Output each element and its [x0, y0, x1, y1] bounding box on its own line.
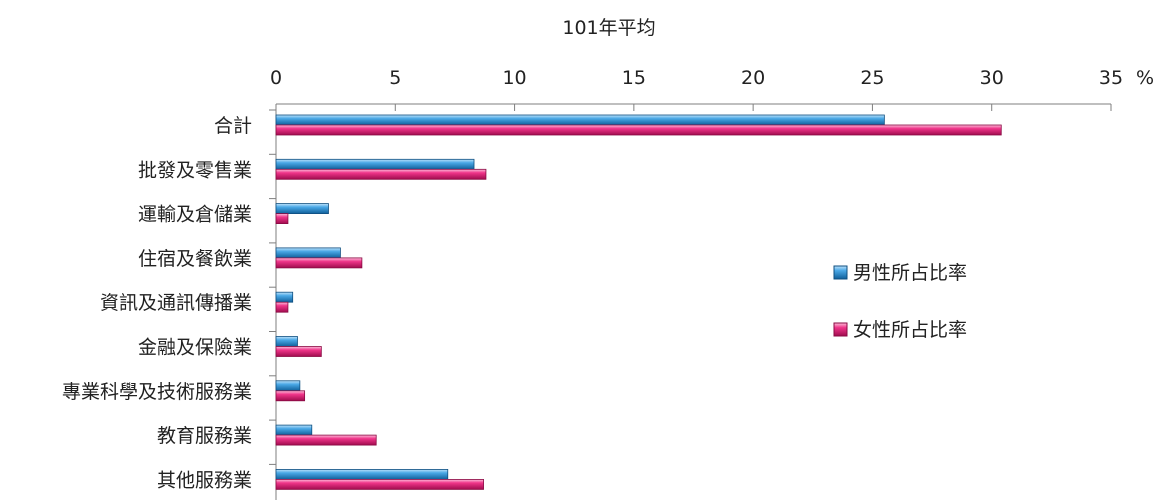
- x-tick-label: 20: [741, 67, 765, 89]
- legend-label-male: 男性所占比率: [853, 262, 967, 284]
- bar-male: [275, 380, 301, 392]
- bar-female: [275, 168, 487, 180]
- legend: 男性所占比率 女性所占比率: [833, 262, 967, 341]
- x-tick-label: 25: [860, 67, 884, 89]
- legend-label-female: 女性所占比率: [853, 319, 967, 341]
- category-label: 其他服務業: [157, 469, 252, 491]
- bar-male: [275, 336, 298, 347]
- bar-female: [275, 257, 363, 269]
- x-tick-label: 5: [389, 67, 401, 89]
- x-tick-labels: 0 5 10 15 20 25 30 35: [270, 67, 1123, 89]
- bar-male: [275, 158, 475, 170]
- chart-title: 101年平均: [562, 17, 655, 39]
- legend-item-male: 男性所占比率: [833, 262, 967, 284]
- x-tick-label: 10: [502, 67, 526, 89]
- category-label: 教育服務業: [157, 425, 252, 447]
- legend-swatch-female: [833, 322, 848, 337]
- bar-male: [275, 247, 341, 259]
- legend-swatch-male: [833, 265, 848, 280]
- x-tick-label: 35: [1099, 67, 1123, 89]
- legend-item-female: 女性所占比率: [833, 319, 967, 341]
- bar-male: [275, 468, 449, 480]
- x-tick-label: 0: [270, 67, 282, 89]
- category-label: 合計: [214, 115, 252, 137]
- bar-female: [275, 213, 289, 225]
- category-label: 專業科學及技術服務業: [62, 381, 252, 403]
- category-label: 運輸及倉儲業: [138, 204, 252, 226]
- bar-female: [275, 346, 322, 357]
- bar-female: [275, 124, 1002, 136]
- category-labels: 合計批發及零售業運輸及倉儲業住宿及餐飲業資訊及通訊傳播業金融及保險業專業科學及技…: [62, 115, 252, 491]
- bar-male: [275, 203, 329, 215]
- bar-male: [275, 291, 294, 303]
- category-label: 住宿及餐飲業: [138, 248, 252, 270]
- category-label: 資訊及通訊傳播業: [100, 292, 252, 314]
- x-tick-label: 15: [622, 67, 646, 89]
- bar-female: [275, 390, 306, 402]
- bar-female: [275, 301, 289, 313]
- bar-female: [275, 478, 484, 490]
- x-axis-unit: %: [1136, 67, 1154, 89]
- bar-male: [275, 424, 313, 436]
- bar-male: [275, 114, 885, 126]
- bars: [275, 114, 1002, 490]
- category-label: 批發及零售業: [138, 159, 252, 181]
- bar-female: [275, 434, 377, 446]
- x-tick-label: 30: [980, 67, 1004, 89]
- category-label: 金融及保險業: [138, 337, 252, 359]
